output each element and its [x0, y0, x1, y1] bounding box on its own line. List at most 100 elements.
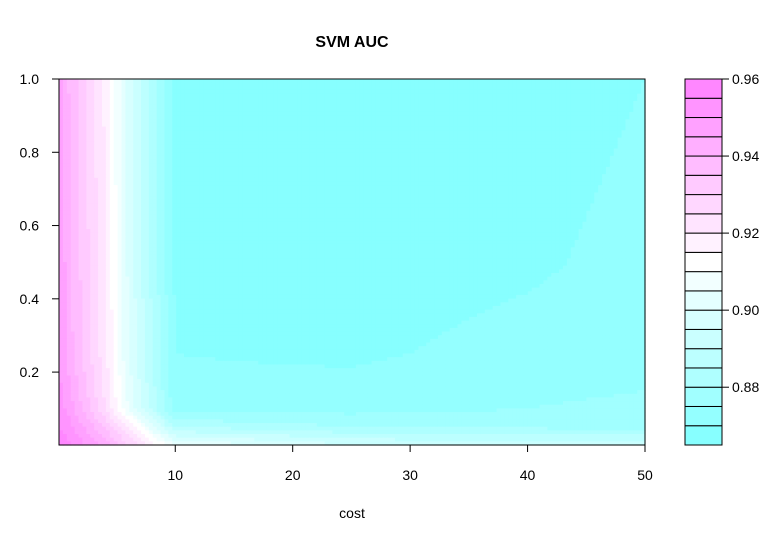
heatmap-cell [309, 127, 314, 131]
heatmap-cell [407, 181, 412, 185]
heatmap-cell [184, 90, 189, 94]
heatmap-cell [516, 130, 521, 134]
heatmap-cell [395, 156, 400, 160]
heatmap-cell [415, 185, 420, 189]
heatmap-cell [247, 167, 252, 171]
heatmap-cell [559, 112, 564, 116]
heatmap-cell [582, 196, 587, 200]
heatmap-cell [129, 145, 134, 149]
heatmap-cell [418, 101, 423, 105]
heatmap-cell [227, 167, 232, 171]
heatmap-cell [161, 138, 166, 142]
heatmap-cell [82, 83, 87, 87]
heatmap-cell [383, 171, 388, 175]
heatmap-cell [625, 134, 630, 138]
heatmap-cell [567, 174, 572, 178]
heatmap-cell [161, 178, 166, 182]
heatmap-cell [555, 101, 560, 105]
heatmap-cell [497, 163, 502, 167]
heatmap-cell [512, 134, 517, 138]
heatmap-cell [137, 171, 142, 175]
heatmap-cell [71, 83, 76, 87]
heatmap-cell [125, 94, 130, 98]
heatmap-cell [457, 134, 462, 138]
heatmap-cell [114, 134, 119, 138]
heatmap-cell [438, 79, 443, 83]
heatmap-cell [454, 101, 459, 105]
heatmap-cell [125, 152, 130, 156]
heatmap-cell [243, 105, 248, 109]
heatmap-cell [106, 134, 111, 138]
heatmap-cell [137, 127, 142, 131]
heatmap-cell [71, 79, 76, 83]
heatmap-cell [512, 123, 517, 127]
heatmap-cell [399, 108, 404, 112]
heatmap-cell [247, 160, 252, 164]
heatmap-cell [231, 105, 236, 109]
heatmap-cell [122, 160, 127, 164]
heatmap-cell [157, 83, 162, 87]
heatmap-cell [90, 130, 95, 134]
heatmap-cell [270, 116, 275, 120]
heatmap-cell [434, 171, 439, 175]
heatmap-cell [90, 196, 95, 200]
heatmap-cell [614, 171, 619, 175]
heatmap-cell [481, 101, 486, 105]
heatmap-cell [512, 86, 517, 90]
heatmap-cell [625, 174, 630, 178]
heatmap-cell [313, 149, 318, 153]
heatmap-cell [336, 94, 341, 98]
heatmap-cell [168, 130, 173, 134]
heatmap-cell [227, 134, 232, 138]
heatmap-cell [137, 174, 142, 178]
heatmap-cell [325, 178, 330, 182]
heatmap-cell [239, 171, 244, 175]
heatmap-cell [149, 192, 154, 196]
heatmap-cell [364, 181, 369, 185]
heatmap-cell [118, 86, 123, 90]
heatmap-cell [348, 171, 353, 175]
heatmap-cell [582, 171, 587, 175]
heatmap-cell [211, 178, 216, 182]
heatmap-cell [567, 97, 572, 101]
heatmap-cell [172, 94, 177, 98]
heatmap-cell [258, 119, 263, 123]
heatmap-cell [442, 145, 447, 149]
heatmap-cell [391, 119, 396, 123]
heatmap-cell [340, 141, 345, 145]
heatmap-cell [79, 130, 84, 134]
heatmap-cell [387, 127, 392, 131]
heatmap-cell [567, 83, 572, 87]
heatmap-cell [98, 123, 103, 127]
heatmap-cell [192, 145, 197, 149]
heatmap-cell [325, 167, 330, 171]
heatmap-cell [247, 86, 252, 90]
heatmap-cell [305, 97, 310, 101]
heatmap-cell [79, 116, 84, 120]
heatmap-cell [278, 163, 283, 167]
heatmap-cell [262, 178, 267, 182]
heatmap-cell [59, 127, 64, 131]
heatmap-cell [625, 108, 630, 112]
heatmap-cell [137, 149, 142, 153]
heatmap-cell [500, 83, 505, 87]
heatmap-cell [254, 163, 259, 167]
heatmap-cell [450, 189, 455, 193]
heatmap-cell [286, 185, 291, 189]
heatmap-cell [590, 171, 595, 175]
heatmap-cell [618, 83, 623, 87]
heatmap-cell [372, 79, 377, 83]
heatmap-cell [368, 101, 373, 105]
heatmap-cell [215, 167, 220, 171]
heatmap-cell [227, 79, 232, 83]
heatmap-cell [602, 145, 607, 149]
heatmap-cell [71, 108, 76, 112]
heatmap-cell [372, 134, 377, 138]
heatmap-cell [250, 108, 255, 112]
heatmap-cell [508, 94, 513, 98]
heatmap-cell [446, 94, 451, 98]
heatmap-cell [344, 181, 349, 185]
heatmap-cell [450, 105, 455, 109]
heatmap-cell [469, 156, 474, 160]
heatmap-cell [122, 112, 127, 116]
